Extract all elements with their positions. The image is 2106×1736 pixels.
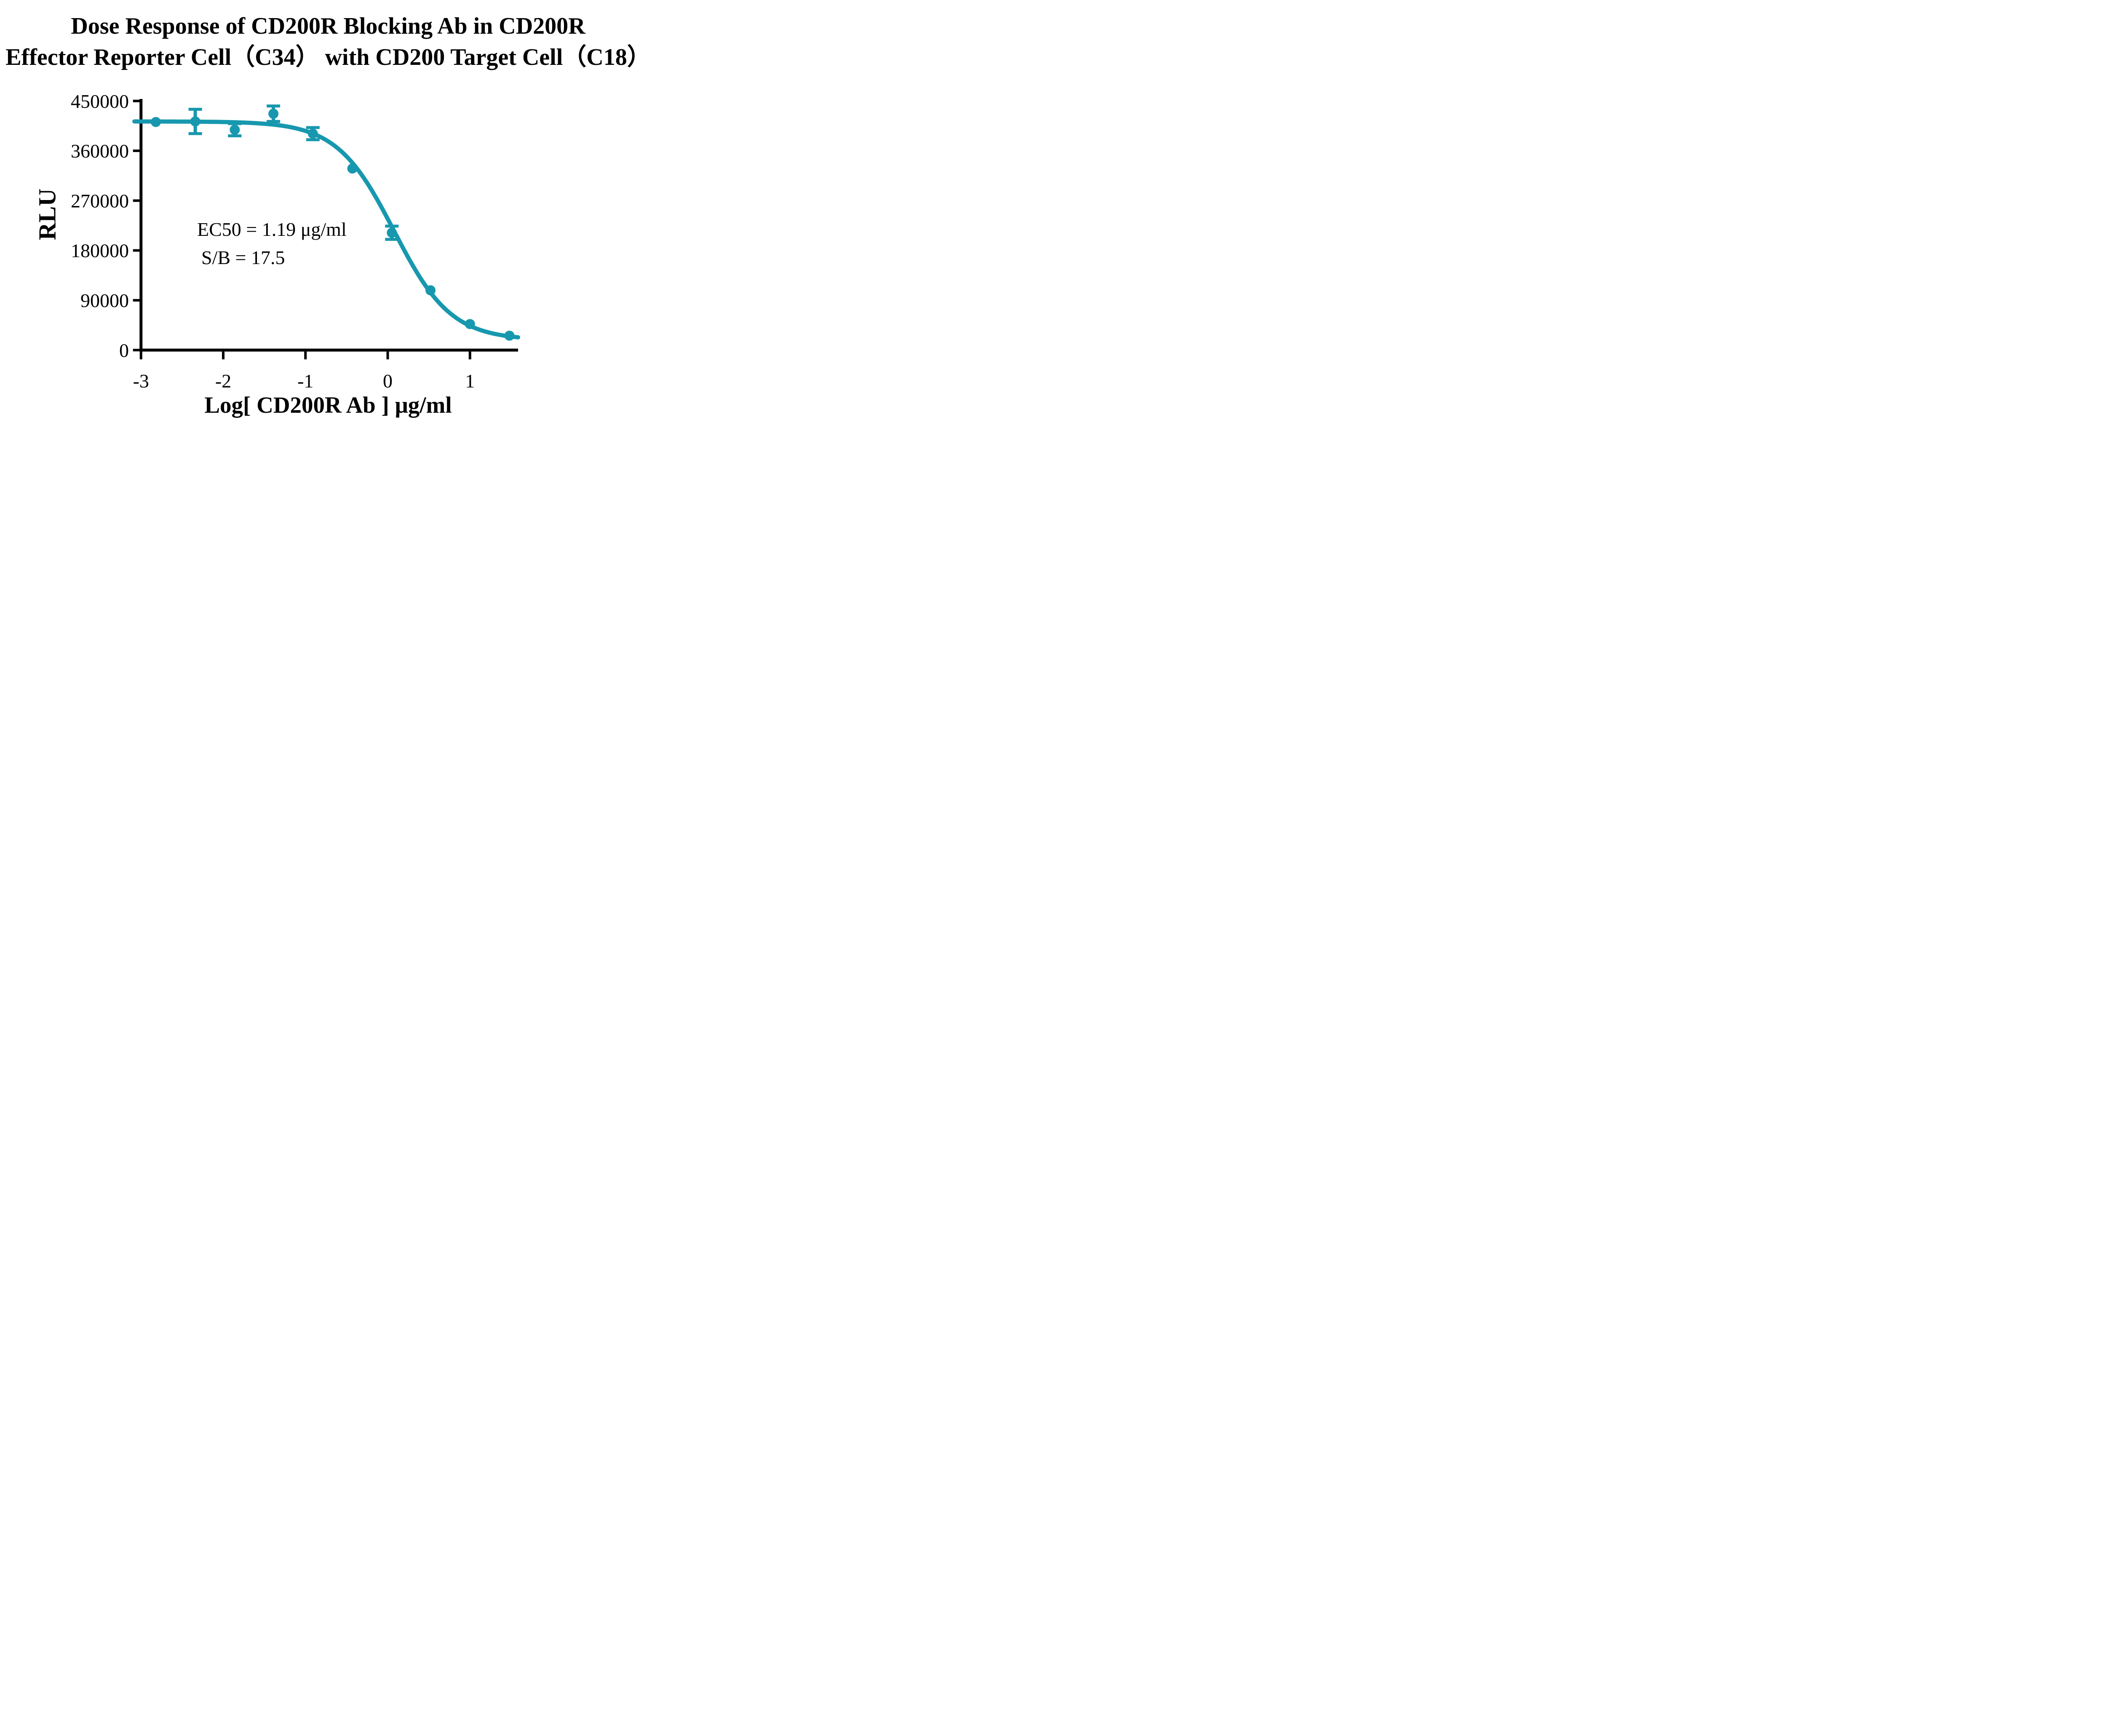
y-tick-label: 360000 [71,140,129,162]
x-tick-label: -1 [297,370,313,392]
y-tick-label: 450000 [71,91,129,112]
data-point-marker [465,319,475,329]
data-point-marker [347,163,358,174]
x-tick-label: 0 [383,370,393,392]
ec50-annotation: EC50 = 1.19 μg/ml [197,219,347,240]
dose-response-figure: Dose Response of CD200R Blocking Ab in C… [0,0,656,434]
x-tick-label: -3 [133,370,149,392]
y-tick-label: 90000 [80,290,129,311]
x-tick-label: 1 [465,370,475,392]
y-tick-label: 0 [119,339,129,361]
y-tick-label: 270000 [71,190,129,211]
x-axis-label: Log[ CD200R Ab ] μg/ml [204,392,452,418]
plot-area: 0 90000 180000 270000 360000 450000 -3 -2 -1 0 1 [71,91,520,392]
data-point-marker [387,227,397,238]
data-point-marker [268,108,279,119]
y-tick-label: 180000 [71,240,129,262]
data-point-marker [504,331,515,341]
fit-annotation: EC50 = 1.19 μg/ml S/B = 17.5 [197,216,347,272]
sb-annotation: S/B = 17.5 [201,246,285,268]
chart-title-line2: Effector Reporter Cell（C34） with CD200 T… [5,44,651,70]
chart-title: Dose Response of CD200R Blocking Ab in C… [0,11,656,73]
chart-title-line1: Dose Response of CD200R Blocking Ab in C… [71,13,585,39]
data-point-marker [190,116,200,127]
data-point-marker [307,128,318,139]
data-point-marker [425,285,436,296]
data-point-marker [150,117,161,127]
data-point-marker [230,125,240,135]
x-tick-label: -2 [215,370,231,392]
